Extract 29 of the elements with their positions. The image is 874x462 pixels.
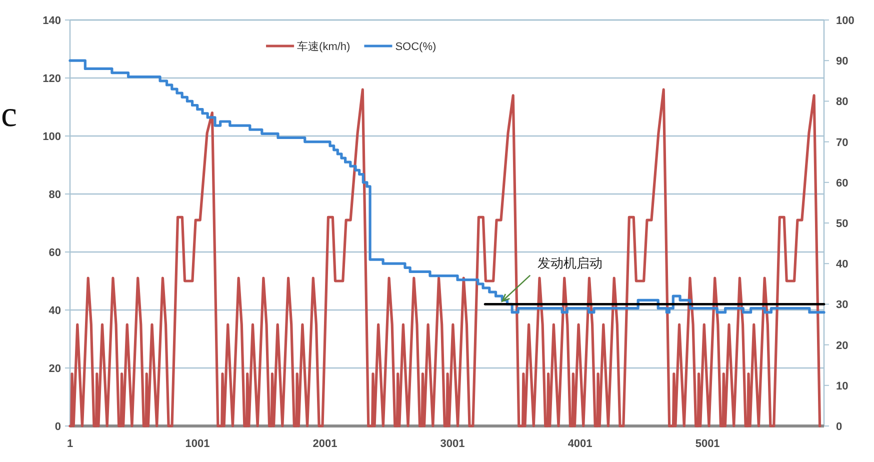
y2-tick-label: 70 <box>836 136 848 149</box>
y2-tick-label: 100 <box>836 15 854 27</box>
x-tick-label: 3001 <box>440 438 465 450</box>
y2-tick-label: 10 <box>836 380 848 392</box>
x-tick-label: 1001 <box>185 438 210 450</box>
annotation: 发动机启动 <box>538 255 603 270</box>
x-tick-label: 2001 <box>312 438 338 450</box>
y-tick-label: 60 <box>48 247 61 259</box>
y-tick-label: 20 <box>48 363 61 375</box>
y2-tick-label: 80 <box>836 96 848 108</box>
x-tick-label: 5001 <box>695 438 720 450</box>
y2-tick-label: 40 <box>836 258 848 271</box>
y2-tick-label: 20 <box>836 340 848 352</box>
y2-tick-label: 0 <box>836 421 842 433</box>
x-tick-label: 4001 <box>568 438 592 450</box>
y2-tick-label: 90 <box>836 56 848 68</box>
y-tick-label: 120 <box>42 73 61 85</box>
legend-label: 车速(km/h) <box>297 40 350 53</box>
y2-tick-label: 30 <box>836 299 848 312</box>
y-tick-label: 100 <box>42 131 61 143</box>
y-tick-label: 80 <box>48 189 61 201</box>
legend-label: SOC(%) <box>395 41 436 53</box>
y-tick-label: 140 <box>42 15 61 27</box>
y2-tick-label: 50 <box>836 218 848 230</box>
text: c <box>1 94 17 134</box>
y-tick-label: 40 <box>48 305 61 317</box>
x-tick-label: 1 <box>66 438 74 450</box>
y-tick-label: 0 <box>54 421 61 433</box>
y2-tick-label: 60 <box>836 177 848 190</box>
